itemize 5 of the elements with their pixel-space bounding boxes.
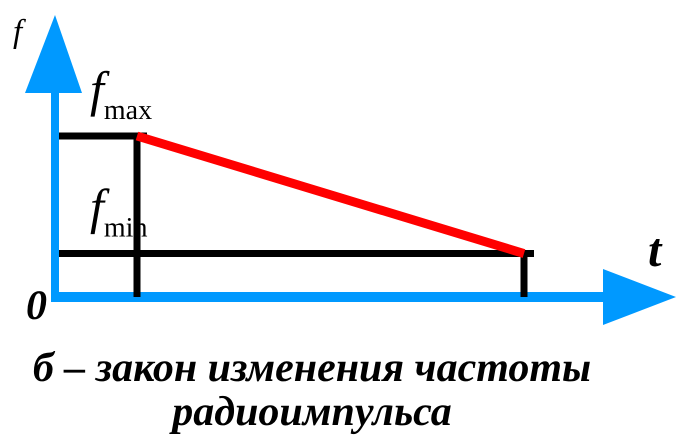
text: б – закон изменения частоты радиоимпульса	[32, 345, 592, 435]
text: 0	[26, 283, 47, 329]
ref-line-label: f$_{max}$	[90, 61, 152, 126]
x-axis-title: t	[648, 224, 663, 277]
y-axis-title: f	[13, 14, 26, 50]
